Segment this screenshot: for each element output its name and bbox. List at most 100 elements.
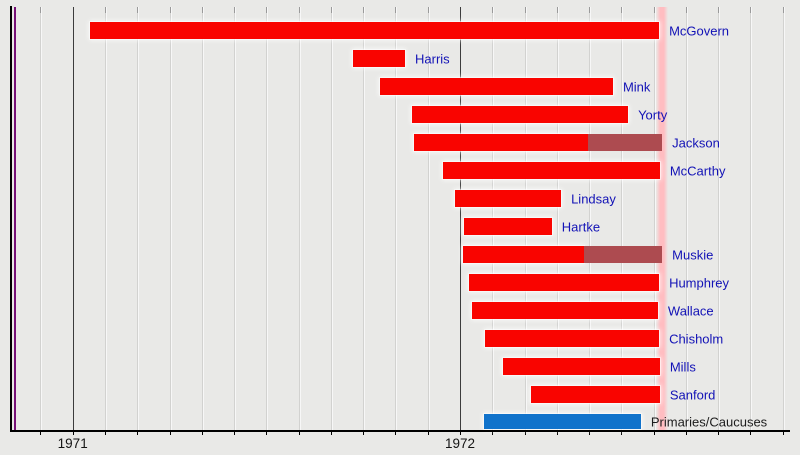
month-gridline (40, 7, 42, 430)
axis-tick-bottom (524, 430, 526, 435)
axis-tick-bottom (104, 430, 106, 435)
axis-tick-bottom (427, 430, 429, 435)
axis-tick-top (330, 7, 332, 13)
month-gridline (589, 7, 591, 430)
primaries-caucuses-bar (484, 414, 641, 429)
candidate-bar (502, 358, 660, 375)
month-gridline (750, 7, 752, 430)
axis-tick-top (653, 7, 655, 13)
axis-tick-top (234, 7, 236, 13)
x-axis-line (10, 430, 790, 432)
axis-tick-top (298, 7, 300, 13)
month-gridline (266, 7, 268, 430)
candidate-bar (463, 218, 552, 235)
candidate-label: McCarthy (669, 163, 726, 179)
axis-tick-bottom (556, 430, 558, 435)
axis-tick-top (621, 7, 623, 13)
axis-tick-bottom (40, 430, 42, 435)
candidate-bar (90, 22, 660, 39)
year-gridline (72, 7, 74, 430)
month-gridline (137, 7, 139, 430)
convention-band (656, 7, 669, 430)
event-label: Primaries/Caucuses (650, 414, 768, 430)
candidate-bar-suspended-segment (583, 246, 663, 263)
axis-tick-top (395, 7, 397, 13)
axis-tick-top (427, 7, 429, 13)
candidate-bar (530, 386, 660, 403)
candidate-label: Hartke (561, 219, 601, 235)
axis-tick-top (589, 7, 591, 13)
axis-tick-bottom (298, 430, 300, 435)
axis-tick-bottom (169, 430, 171, 435)
start-marker-line (13, 7, 16, 430)
axis-tick-top (685, 7, 687, 13)
candidate-bar (463, 246, 584, 263)
axis-tick-bottom (72, 430, 74, 435)
candidate-bar (472, 302, 658, 319)
candidate-bar (484, 330, 660, 347)
axis-tick-top (524, 7, 526, 13)
month-gridline (685, 7, 687, 430)
y-axis-line (10, 6, 12, 431)
candidate-label: Chisholm (669, 331, 724, 347)
candidate-bar (454, 190, 562, 207)
axis-tick-top (750, 7, 752, 13)
month-gridline (782, 7, 784, 430)
axis-tick-bottom (492, 430, 494, 435)
axis-tick-bottom (621, 430, 623, 435)
candidate-label: Mink (622, 79, 651, 95)
axis-tick-top (104, 7, 106, 13)
axis-tick-top (137, 7, 139, 13)
candidate-bar-suspended-segment (587, 134, 663, 151)
axis-tick-top (363, 7, 365, 13)
candidate-label: Harris (415, 51, 450, 67)
candidate-label: Muskie (672, 247, 714, 263)
month-gridline (104, 7, 106, 430)
axis-tick-bottom (234, 430, 236, 435)
month-gridline (169, 7, 171, 430)
axis-tick-bottom (685, 430, 687, 435)
axis-tick-top (40, 7, 42, 13)
month-gridline (363, 7, 365, 430)
axis-tick-bottom (750, 430, 752, 435)
candidate-bar (353, 50, 405, 67)
candidate-bar (442, 162, 660, 179)
month-gridline (201, 7, 203, 430)
candidate-label: Mills (669, 359, 696, 375)
axis-tick-bottom (201, 430, 203, 435)
month-gridline (621, 7, 623, 430)
candidate-label: Wallace (667, 303, 714, 319)
x-axis-year-label: 1971 (57, 436, 88, 451)
month-gridline (234, 7, 236, 430)
axis-tick-bottom (653, 430, 655, 435)
month-gridline (427, 7, 429, 430)
candidate-label: Sanford (669, 387, 716, 403)
candidate-label: Yorty (638, 107, 668, 123)
axis-tick-bottom (782, 430, 784, 435)
axis-tick-top (718, 7, 720, 13)
month-gridline (298, 7, 300, 430)
candidate-bar (468, 274, 660, 291)
candidate-label: Lindsay (571, 191, 616, 207)
month-gridline (653, 7, 655, 430)
axis-tick-bottom (137, 430, 139, 435)
month-gridline (330, 7, 332, 430)
axis-tick-top (782, 7, 784, 13)
month-gridline (556, 7, 558, 430)
candidate-label: McGovern (669, 23, 730, 39)
axis-tick-top (266, 7, 268, 13)
candidate-label: Jackson (672, 135, 720, 151)
axis-tick-bottom (330, 430, 332, 435)
axis-tick-bottom (363, 430, 365, 435)
candidate-bar (413, 134, 588, 151)
axis-tick-bottom (718, 430, 720, 435)
x-axis-year-label: 1972 (444, 436, 476, 451)
month-gridline (718, 7, 720, 430)
axis-tick-top (201, 7, 203, 13)
axis-tick-bottom (266, 430, 268, 435)
candidate-bar (379, 78, 613, 95)
year-gridline (460, 7, 461, 430)
axis-tick-top (556, 7, 558, 13)
